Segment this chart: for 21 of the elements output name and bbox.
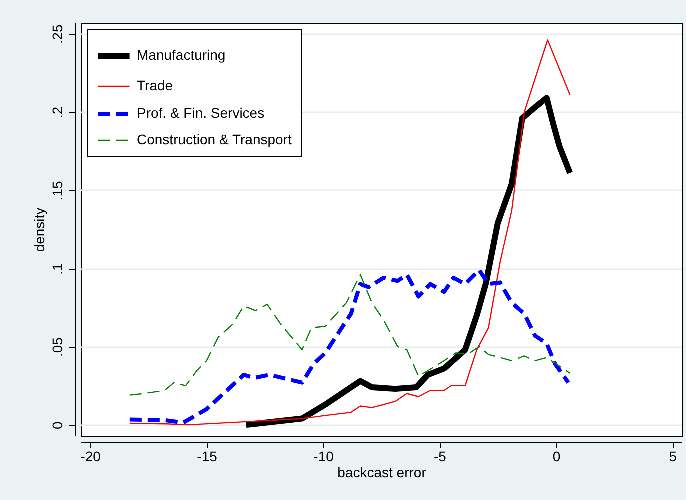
x-tick-label: -5 [434,448,447,464]
y-tick-label: .05 [50,337,66,358]
line-series [128,268,571,425]
x-tick-label: 0 [552,448,561,464]
legend-label: Construction & Transport [137,132,292,148]
y-tick-label: .25 [50,24,66,44]
x-tick-label: -10 [314,448,334,464]
y-tick-label: .1 [50,263,66,275]
y-tick-label: .2 [50,106,66,119]
legend-label: Trade [137,78,174,94]
y-axis-title: density [32,208,48,252]
y-tick-label: .15 [50,180,66,201]
x-tick-label: 5 [669,448,678,464]
y-tick-label: 0 [50,421,66,430]
x-axis-title: backcast error [338,464,427,480]
x-tick-label: -20 [80,448,102,464]
legend-label: Manufacturing [137,47,226,63]
line-series [129,274,571,396]
legend-label: Prof. & Fin. Services [137,105,265,121]
line-series [129,40,571,426]
x-tick-label: -15 [197,448,218,464]
